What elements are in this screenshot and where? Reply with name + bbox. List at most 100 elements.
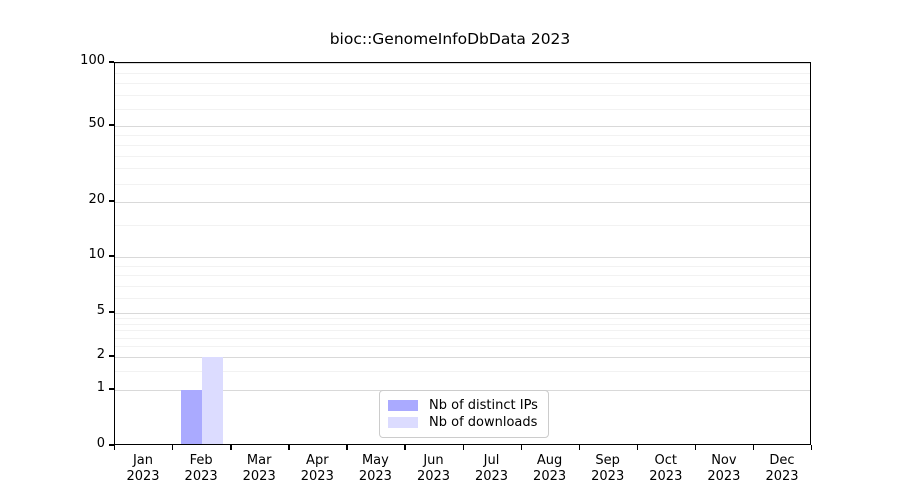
gridline-major	[115, 313, 810, 314]
gridline-minor	[115, 285, 810, 287]
x-tick-label: Aug 2023	[533, 453, 566, 485]
x-axis: Jan 2023 Feb 2023 Mar 2023 Apr 2023 May 2023 Jun 20…	[114, 445, 813, 500]
x-tick-mark	[114, 445, 116, 450]
gridline-major	[115, 357, 810, 358]
bar	[181, 390, 203, 444]
legend-label: Nb of distinct IPs	[429, 398, 538, 413]
bars-layer	[115, 63, 810, 444]
gridline-minor	[115, 83, 810, 85]
gridline-minor	[115, 337, 810, 339]
x-tick-label-month: Nov	[711, 453, 737, 468]
x-tick-label-month: Oct	[654, 453, 678, 468]
x-tick-label: Jul 2023	[475, 453, 508, 485]
plot-area	[114, 62, 811, 445]
legend-label: Nb of downloads	[429, 415, 538, 430]
x-tick-label-year: 2023	[358, 469, 392, 484]
gridline-minor	[115, 275, 810, 276]
x-tick-mark	[811, 445, 813, 450]
y-tick-label: 100	[80, 53, 105, 68]
gridline-minor	[115, 370, 810, 372]
x-tick-label-year: 2023	[765, 469, 799, 484]
x-tick-label: Nov 2023	[707, 453, 740, 485]
y-tick-label: 2	[96, 347, 105, 362]
x-tick-mark	[404, 445, 406, 450]
chart-title: bioc::GenomeInfoDbData 2023	[329, 30, 571, 48]
x-tick-label-month: Mar	[246, 453, 272, 468]
gridline-major	[115, 63, 810, 64]
gridline-minor	[115, 298, 810, 300]
y-tick-mark	[109, 200, 114, 202]
x-tick-label-month: May	[361, 453, 389, 468]
y-tick-mark	[109, 444, 114, 446]
x-tick-label-month: Apr	[306, 453, 329, 468]
x-tick-label-year: 2023	[300, 469, 334, 484]
x-tick-mark	[694, 445, 697, 450]
y-tick-label: 5	[96, 303, 105, 318]
x-tick-mark	[636, 445, 639, 450]
gridline-major	[115, 257, 810, 258]
x-tick-mark	[752, 445, 755, 450]
gridline-minor	[115, 109, 810, 111]
y-tick-mark	[109, 255, 114, 257]
x-tick-mark	[462, 445, 464, 450]
x-tick-label-month: Aug	[536, 453, 563, 468]
legend-item: Nb of downloads	[388, 414, 538, 431]
y-tick-label: 20	[88, 192, 105, 207]
y-tick-mark	[109, 355, 114, 357]
x-tick-label-year: 2023	[242, 469, 276, 484]
x-tick-label-year: 2023	[184, 469, 218, 484]
x-tick-label: Oct 2023	[649, 453, 682, 485]
gridline-minor	[115, 265, 810, 267]
x-tick-label: Apr 2023	[301, 453, 334, 485]
x-tick-label: Sep 2023	[591, 453, 624, 485]
x-tick-label: May 2023	[359, 453, 392, 485]
y-tick-label: 10	[88, 247, 105, 262]
legend-item: Nb of distinct IPs	[388, 397, 538, 414]
y-axis: 0 1 2 5 10 20 50 100	[0, 53, 114, 451]
x-tick-label-year: 2023	[707, 469, 741, 484]
x-tick-label: Dec 2023	[765, 453, 798, 485]
x-tick-label: Mar 2023	[243, 453, 276, 485]
legend-swatch	[388, 417, 418, 428]
x-tick-mark	[230, 445, 232, 450]
x-tick-mark	[346, 445, 348, 450]
gridline-minor	[115, 330, 810, 332]
x-tick-label-month: Sep	[595, 453, 620, 468]
x-tick-mark	[520, 445, 522, 450]
gridline-minor	[115, 323, 810, 325]
y-tick-label: 1	[96, 380, 105, 395]
x-tick-label-month: Jul	[483, 453, 500, 468]
x-tick-label-month: Dec	[769, 453, 795, 468]
x-tick-label-year: 2023	[591, 469, 625, 484]
gridline-minor	[115, 95, 810, 97]
x-tick-label-year: 2023	[126, 469, 160, 484]
x-tick-label-year: 2023	[649, 469, 683, 484]
gridline-minor	[115, 183, 810, 185]
gridline-minor	[115, 318, 810, 320]
x-tick-label-month: Feb	[189, 453, 213, 468]
gridline-minor	[115, 144, 810, 146]
x-tick-mark	[288, 445, 290, 450]
x-tick-label-year: 2023	[416, 469, 451, 484]
x-tick-label-month: Jun	[423, 453, 444, 468]
x-tick-mark	[172, 445, 174, 450]
y-tick-mark	[109, 61, 114, 63]
x-tick-label: Feb 2023	[185, 453, 218, 485]
gridline-minor	[115, 224, 810, 226]
gridline-minor	[115, 134, 810, 136]
gridline-minor	[115, 346, 810, 348]
y-tick-label: 50	[88, 116, 105, 131]
gridline-minor	[115, 155, 810, 157]
legend-swatch	[388, 400, 418, 411]
x-tick-label-year: 2023	[474, 469, 509, 484]
x-tick-label: Jan 2023	[126, 453, 159, 485]
gridline-major	[115, 126, 810, 127]
x-tick-label-month: Jan	[132, 453, 154, 468]
chart-legend: Nb of distinct IPs Nb of downloads	[379, 390, 549, 438]
y-tick-label: 0	[96, 436, 105, 451]
gridline-minor	[115, 168, 810, 170]
x-tick-mark	[578, 445, 581, 450]
gridline-major	[115, 202, 810, 203]
y-tick-mark	[109, 388, 114, 390]
